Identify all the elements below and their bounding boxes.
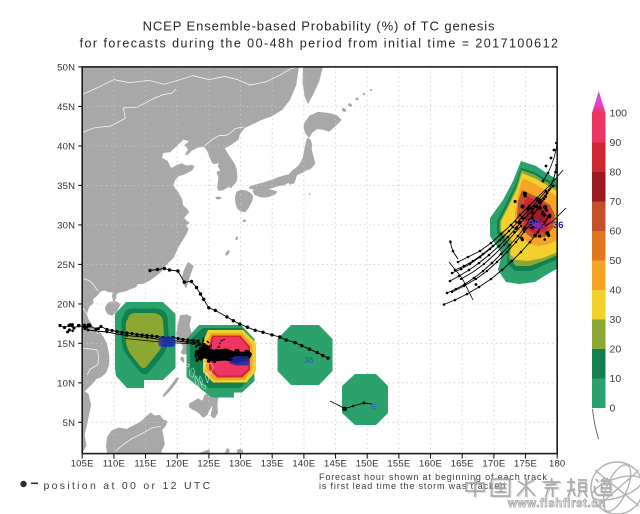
svg-text:30N: 30N: [57, 220, 75, 231]
svg-text:36: 36: [304, 355, 314, 365]
svg-text:110E: 110E: [103, 459, 125, 470]
svg-text:145E: 145E: [324, 459, 347, 470]
svg-text:50: 50: [610, 255, 622, 267]
svg-text:100: 100: [610, 108, 628, 120]
svg-text:175E: 175E: [514, 459, 537, 470]
svg-text:96: 96: [533, 221, 545, 233]
svg-text:40N: 40N: [57, 141, 75, 152]
svg-text:96: 96: [528, 218, 540, 230]
svg-text:36: 36: [159, 337, 170, 348]
svg-text:6: 6: [371, 402, 376, 412]
svg-text:50N: 50N: [57, 62, 75, 73]
svg-text:NCEP Ensemble-based Probabilit: NCEP Ensemble-based Probability (%) of T…: [143, 19, 496, 34]
svg-text:45N: 45N: [57, 102, 75, 113]
svg-text:36: 36: [163, 338, 174, 349]
svg-text:135E: 135E: [261, 459, 284, 470]
svg-text:170E: 170E: [482, 459, 505, 470]
svg-text:40: 40: [610, 285, 622, 297]
svg-text:20N: 20N: [57, 299, 75, 310]
svg-text:30: 30: [610, 314, 622, 326]
svg-text:20: 20: [610, 344, 622, 356]
svg-text:105E: 105E: [71, 459, 94, 470]
svg-text:25N: 25N: [57, 260, 75, 271]
svg-text:35N: 35N: [57, 181, 75, 192]
svg-text:5N: 5N: [63, 418, 76, 429]
svg-text:125E: 125E: [197, 459, 220, 470]
svg-text:36: 36: [553, 220, 564, 231]
svg-text:10: 10: [610, 373, 622, 385]
svg-text:is first lead time the storm w: is first lead time the storm was tracked: [319, 481, 506, 491]
svg-text:180: 180: [549, 459, 565, 470]
svg-text:Forecast hour shown at beginni: Forecast hour shown at beginning of each…: [319, 472, 548, 482]
svg-text:90: 90: [610, 137, 622, 149]
svg-text:60: 60: [610, 226, 622, 238]
svg-text:80: 80: [610, 167, 622, 179]
svg-text:130E: 130E: [229, 459, 252, 470]
svg-text:165E: 165E: [451, 459, 474, 470]
svg-text:10N: 10N: [57, 378, 75, 389]
svg-text:position at 00 or 12 UTC: position at 00 or 12 UTC: [44, 480, 213, 492]
svg-text:15N: 15N: [57, 339, 75, 350]
svg-text:120E: 120E: [166, 459, 189, 470]
svg-text:70: 70: [610, 196, 622, 208]
svg-text:www.fishfirst.cn: www.fishfirst.cn: [507, 498, 606, 510]
svg-text:150E: 150E: [356, 459, 379, 470]
svg-text:115E: 115E: [134, 459, 156, 470]
svg-text:0: 0: [610, 403, 616, 415]
svg-text:36: 36: [230, 356, 241, 367]
svg-text:36: 36: [239, 357, 250, 368]
svg-text:for forecasts during the 00-48: for forecasts during the 00-48h period f…: [80, 37, 560, 51]
svg-text:140E: 140E: [292, 459, 315, 470]
svg-text:160E: 160E: [419, 459, 442, 470]
svg-text:155E: 155E: [387, 459, 410, 470]
